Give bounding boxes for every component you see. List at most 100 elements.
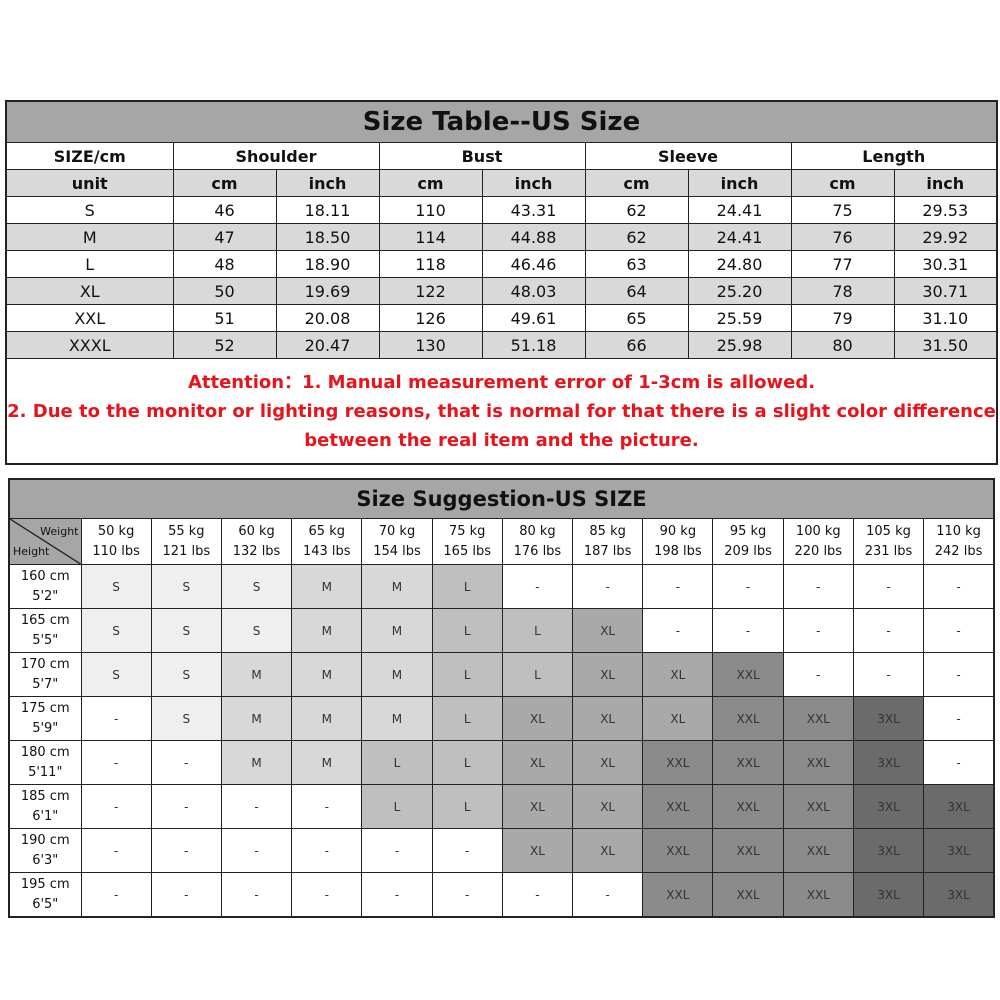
size-suggestion-cell: - bbox=[220, 784, 293, 829]
size-suggestion-cell: L bbox=[431, 564, 503, 609]
size-suggestion-cell: - bbox=[642, 608, 714, 653]
size-label: XXXL bbox=[5, 331, 174, 359]
weight-lbs: 154 lbs bbox=[373, 543, 421, 559]
size-suggestion-cell: - bbox=[923, 740, 995, 785]
height-header: 180 cm 5'11" bbox=[8, 740, 82, 785]
size-suggestion-cell: - bbox=[782, 652, 854, 697]
weight-header: 60 kg 132 lbs bbox=[220, 518, 293, 565]
measurement-cell: 47 bbox=[172, 223, 277, 251]
size-suggestion-cell: XXL bbox=[642, 872, 714, 918]
size-suggestion-cell: XXL bbox=[712, 784, 784, 829]
size-suggestion-cell: - bbox=[782, 608, 854, 653]
table-row: 195 cm 6'5" - - - - - - - - XXL XXL XXL 3XL 3XL bbox=[8, 872, 995, 918]
unit-header: inch bbox=[275, 169, 380, 197]
size-suggestion-cell: XL bbox=[501, 784, 574, 829]
attention-note: Attention：1. Manual measurement error of… bbox=[5, 358, 998, 465]
measurement-cell: 25.20 bbox=[687, 277, 792, 305]
measurement-cell: 24.41 bbox=[687, 196, 792, 224]
size-suggestion-cell: - bbox=[712, 608, 784, 653]
weight-kg: 90 kg bbox=[659, 523, 697, 539]
table-title: Size Table--US Size bbox=[5, 100, 998, 143]
weight-lbs: 165 lbs bbox=[443, 543, 491, 559]
measurement-cell: 30.31 bbox=[893, 250, 998, 278]
size-suggestion-cell: - bbox=[150, 784, 222, 829]
measurement-cell: 25.59 bbox=[687, 304, 792, 332]
measurement-cell: 30.71 bbox=[893, 277, 998, 305]
table-row: 170 cm 5'7" S S M M M L L XL XL XXL - - - bbox=[8, 652, 995, 697]
size-suggestion-cell: XXL bbox=[642, 784, 714, 829]
title-row: Size Suggestion-US SIZE bbox=[8, 478, 995, 519]
size-label: XXL bbox=[5, 304, 174, 332]
table-title: Size Suggestion-US SIZE bbox=[8, 478, 995, 519]
weight-header: 95 kg 209 lbs bbox=[712, 518, 784, 565]
measurement-cell: 25.98 bbox=[687, 331, 792, 359]
weight-header: 100 kg 220 lbs bbox=[782, 518, 854, 565]
size-suggestion-cell: S bbox=[150, 564, 222, 609]
measurement-cell: 65 bbox=[584, 304, 689, 332]
unit-header: cm bbox=[378, 169, 483, 197]
weight-header: 55 kg 121 lbs bbox=[150, 518, 222, 565]
size-suggestion-cell: - bbox=[923, 652, 995, 697]
size-suggestion-cell: S bbox=[150, 608, 222, 653]
size-label: M bbox=[5, 223, 174, 251]
corner-header: SIZE/cm bbox=[5, 142, 174, 170]
measurement-cell: 20.08 bbox=[275, 304, 380, 332]
measurement-cell: 29.92 bbox=[893, 223, 998, 251]
weight-kg: 65 kg bbox=[308, 523, 345, 539]
height-header: 175 cm 5'9" bbox=[8, 696, 82, 741]
group-header: Length bbox=[790, 142, 998, 170]
height-header: 165 cm 5'5" bbox=[8, 608, 82, 653]
measurement-cell: 78 bbox=[790, 277, 895, 305]
size-suggestion-cell: S bbox=[150, 652, 222, 697]
height-ft: 5'5" bbox=[32, 632, 59, 648]
size-suggestion-cell: XL bbox=[642, 696, 714, 741]
unit-label: unit bbox=[5, 169, 174, 197]
size-suggestion-cell: L bbox=[431, 784, 503, 829]
height-ft: 5'7" bbox=[32, 676, 59, 692]
height-ft: 6'1" bbox=[32, 808, 59, 824]
size-suggestion-cell: XL bbox=[501, 828, 574, 873]
group-header-row: SIZE/cm Shoulder Bust Sleeve Length bbox=[5, 142, 998, 170]
size-suggestion-cell: S bbox=[80, 608, 152, 653]
unit-header: inch bbox=[481, 169, 586, 197]
size-suggestion-cell: - bbox=[501, 564, 574, 609]
measurement-cell: 51.18 bbox=[481, 331, 586, 359]
size-suggestion-cell: - bbox=[431, 872, 503, 918]
height-cm: 185 cm bbox=[20, 788, 70, 804]
unit-header: cm bbox=[172, 169, 277, 197]
measurement-cell: 77 bbox=[790, 250, 895, 278]
measurement-cell: 43.31 bbox=[481, 196, 586, 224]
measurement-cell: 20.47 bbox=[275, 331, 380, 359]
size-suggestion-cell: XL bbox=[572, 652, 644, 697]
size-suggestion-cell: S bbox=[220, 564, 293, 609]
weight-lbs: 132 lbs bbox=[232, 543, 281, 559]
weight-header: 50 kg 110 lbs bbox=[80, 518, 152, 565]
table-row: XL 50 19.69 122 48.03 64 25.20 78 30.71 bbox=[5, 277, 998, 305]
size-suggestion-cell: L bbox=[501, 652, 574, 697]
measurement-cell: 130 bbox=[378, 331, 483, 359]
table-row: L 48 18.90 118 46.46 63 24.80 77 30.31 bbox=[5, 250, 998, 278]
size-suggestion-cell: 3XL bbox=[852, 872, 925, 918]
size-suggestion-cell: - bbox=[80, 784, 152, 829]
table-row: 190 cm 6'3" - - - - - - XL XL XXL XXL XXL 3XL 3XL bbox=[8, 828, 995, 873]
size-suggestion-cell: XXL bbox=[642, 740, 714, 785]
size-suggestion-cell: - bbox=[642, 564, 714, 609]
size-suggestion-cell: - bbox=[220, 828, 293, 873]
measurement-cell: 110 bbox=[378, 196, 483, 224]
measurement-cell: 114 bbox=[378, 223, 483, 251]
size-suggestion-cell: 3XL bbox=[923, 828, 995, 873]
size-suggestion-cell: - bbox=[150, 740, 222, 785]
attention-line: Attention：1. Manual measurement error of… bbox=[187, 371, 816, 393]
size-suggestion-cell: M bbox=[361, 696, 433, 741]
size-suggestion-cell: S bbox=[150, 696, 222, 741]
weight-lbs: 143 lbs bbox=[302, 543, 351, 559]
height-cm: 160 cm bbox=[20, 568, 70, 584]
size-suggestion-cell: XL bbox=[572, 784, 644, 829]
height-header: 170 cm 5'7" bbox=[8, 652, 82, 697]
size-suggestion-cell: - bbox=[80, 740, 152, 785]
weight-header: 85 kg 187 lbs bbox=[572, 518, 644, 565]
weight-lbs: 110 lbs bbox=[92, 543, 140, 559]
size-suggestion-cell: - bbox=[923, 696, 995, 741]
measurement-cell: 49.61 bbox=[481, 304, 586, 332]
weight-kg: 55 kg bbox=[168, 523, 205, 539]
